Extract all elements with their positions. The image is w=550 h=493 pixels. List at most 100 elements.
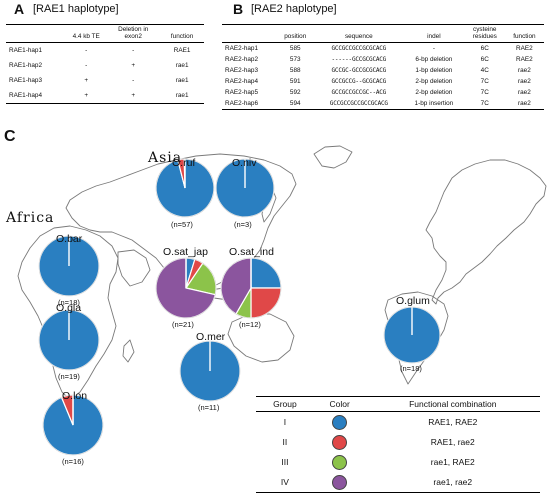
legend-group: II <box>282 437 288 447</box>
table-cell: GCCGCCGCCGCCGCACG <box>329 99 388 107</box>
legend-combination: rae1, rae2 <box>365 472 540 493</box>
table-cell: GCCGC-GCCGCGCACG <box>331 66 387 74</box>
table-cell: RAE1-hap3 <box>9 76 43 84</box>
table-row: RAE2-hap3 588 GCCGC-GCCGCGCACG 1-bp deletio… <box>222 65 544 76</box>
species-label-bar: O.bar <box>56 233 83 245</box>
pie-chart-sat_ind <box>220 257 282 319</box>
legend-combination: RAE1, RAE2 <box>428 417 478 427</box>
table-cell: 1-bp insertion <box>414 99 454 107</box>
table-cell: + <box>131 61 136 69</box>
species-label-sat_ind: O.sat_ind <box>229 246 274 258</box>
legend-header: Color <box>313 396 366 412</box>
asia-region-label: Asia <box>148 150 183 166</box>
sample-count-gla: (n=19) <box>58 372 80 381</box>
species-label-glum: O.glum <box>396 295 430 307</box>
table-cell: GCCGCCGCCGCGCACG <box>331 44 387 52</box>
pie-chart-niv <box>215 158 275 218</box>
table-row: RAE1-hap3 + - rae1 <box>6 73 204 88</box>
table-row: RAE2-hap2 573 ------GCCGCGCACG 6-bp deletio… <box>222 54 544 65</box>
col-header: function <box>170 33 194 41</box>
pie-chart-lon <box>42 394 104 456</box>
table-cell: RAE2-hap2 <box>225 55 259 63</box>
panel-b-letter: B <box>233 1 244 17</box>
col-header: position <box>284 33 307 41</box>
legend-row: II RAE1, rae2 <box>256 432 540 452</box>
col-header: 4.4 kb TE <box>72 33 100 41</box>
legend-color-swatch <box>332 454 348 470</box>
table-cell: - <box>85 61 88 69</box>
madagascar-outline <box>122 339 135 363</box>
col-header: function <box>513 33 536 41</box>
table-cell: - <box>132 76 135 84</box>
legend-color <box>314 452 366 472</box>
north-america-outline <box>425 159 547 305</box>
sample-count-bar: (n=18) <box>58 298 80 307</box>
table-cell: rae2 <box>517 77 531 85</box>
table-cell: RAE2-hap6 <box>225 99 259 107</box>
pie-chart-sat_jap <box>155 257 217 319</box>
legend-color <box>314 432 366 452</box>
sample-count-mer: (n=11) <box>198 403 220 412</box>
pie-slice-group-I <box>250 257 282 289</box>
table-cell: RAE2-hap4 <box>225 77 259 85</box>
legend-row: I RAE1, RAE2 <box>256 412 540 433</box>
col-header: Deletion in exon2 <box>118 26 149 41</box>
table-cell: 7C <box>480 77 489 85</box>
panel-b-title: [RAE2 haplotype] <box>251 3 337 15</box>
australia-outline <box>227 313 295 363</box>
legend-row: IV rae1, rae2 <box>256 472 540 493</box>
species-label-ruf: O.ruf <box>172 157 196 169</box>
table-row: RAE1-hap1 - - RAE1 <box>6 42 204 58</box>
table-cell: RAE2 <box>516 55 533 63</box>
panel-c-letter: C <box>4 128 16 145</box>
table-row: RAE2-hap5 592 GCCGCCGCCGC--ACG 2-bp deletio… <box>222 87 544 98</box>
arabia-outline <box>117 249 151 287</box>
table-cell: RAE1-hap1 <box>9 46 43 54</box>
pie-outline <box>220 257 282 319</box>
species-label-mer: O.mer <box>196 331 226 343</box>
legend-header-row: Group Color Functional combination <box>256 396 540 412</box>
table-cell: 7C <box>480 88 489 96</box>
species-label-sat_jap: O.sat_jap <box>163 246 208 258</box>
legend-color-swatch <box>332 414 348 430</box>
species-label-lon: O.lon <box>62 390 88 402</box>
sample-count-glum: (n=18) <box>400 364 422 373</box>
table-cell: rae1 <box>175 76 189 84</box>
table-cell: + <box>131 91 136 99</box>
legend-color-swatch <box>332 434 348 450</box>
table-header-row: 4.4 kb TE Deletion in exon2 function <box>6 24 204 43</box>
legend-header: Group <box>256 396 314 412</box>
table-cell: RAE2-hap3 <box>225 66 259 74</box>
pie-slice-group-II <box>250 287 282 319</box>
legend-combination: rae1, RAE2 <box>430 457 475 467</box>
col-header: cysteine residues <box>472 26 497 41</box>
pie-outline <box>155 257 217 319</box>
pie-outline <box>155 158 215 218</box>
africa-region-label: Africa <box>6 210 55 226</box>
legend-combination: RAE1, rae2 <box>430 437 475 447</box>
table-cell: rae2 <box>517 99 531 107</box>
pie-chart-gla <box>38 309 100 371</box>
table-cell: 1-bp deletion <box>415 66 453 74</box>
col-header: indel <box>427 33 441 41</box>
pie-outline <box>38 309 100 371</box>
col-header: sequence <box>344 33 373 41</box>
pie-outline <box>38 235 100 297</box>
table-cell: 585 <box>289 44 301 52</box>
table-row: RAE1-hap2 - + rae1 <box>6 58 204 73</box>
africa-outline <box>17 225 119 401</box>
table-cell: GCCGCCG--GCGCACG <box>331 77 387 85</box>
table-cell: rae2 <box>517 66 531 74</box>
table-cell: 6C <box>480 44 489 52</box>
rae1-haplotype-table: 4.4 kb TE Deletion in exon2 function RAE… <box>6 24 204 104</box>
legend-header: Functional combination <box>365 396 540 412</box>
table-header-row: position sequence indel cysteine residue… <box>222 24 544 43</box>
table-cell: + <box>84 76 89 84</box>
table-cell: 2-bp deletion <box>415 88 453 96</box>
table-cell: 7C <box>480 99 489 107</box>
table-cell: GCCGCCGCCGC--ACG <box>331 88 387 96</box>
legend-group: I <box>283 417 287 427</box>
sample-count-lon: (n=16) <box>62 457 84 466</box>
table-cell: + <box>84 91 89 99</box>
